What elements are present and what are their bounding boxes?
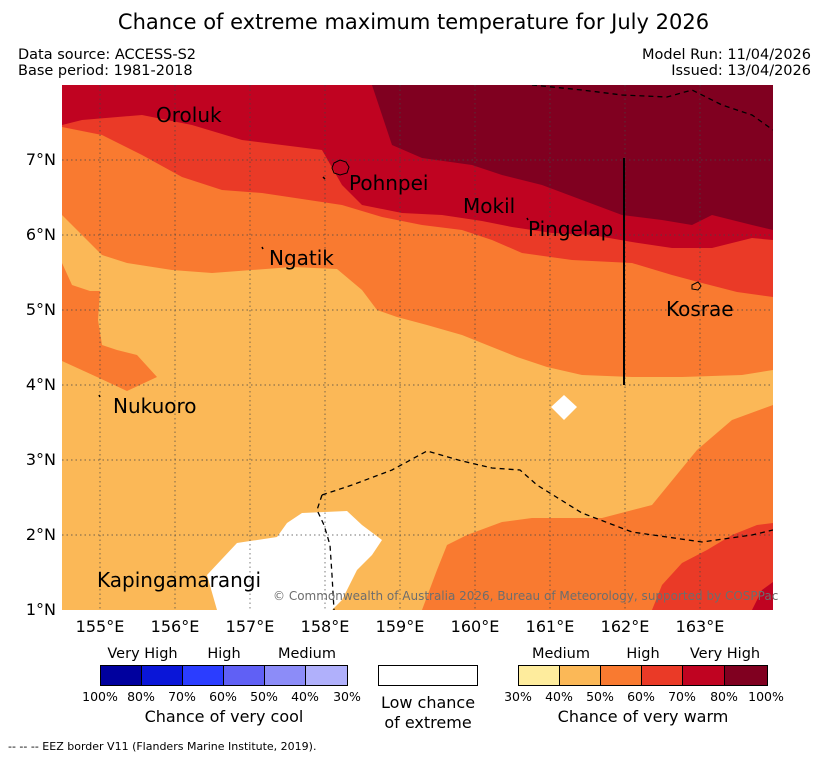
cool-legend-title: Chance of very cool — [144, 707, 304, 726]
lat-label-7n: 7°N — [25, 150, 56, 169]
eez-borders — [316, 85, 773, 610]
eez-footnote: -- -- -- EEZ border V11 (Flanders Marine… — [8, 740, 317, 753]
warm-tick-50: 50% — [586, 689, 614, 704]
cool-swatch-50 — [264, 665, 306, 686]
copyright-notice: © Commonwealth of Australia 2026, Bureau… — [273, 589, 779, 603]
warm-tick-100: 100% — [748, 689, 784, 704]
warm-category-medium: Medium — [532, 646, 590, 662]
label-kosrae: Kosrae — [666, 297, 734, 321]
cool-tick-50: 50% — [250, 689, 278, 704]
label-ngatik: Ngatik — [269, 246, 334, 270]
label-kapingamarangi: Kapingamarangi — [97, 568, 262, 592]
warm-swatch-80 — [724, 665, 768, 686]
lat-label-4n: 4°N — [25, 375, 56, 394]
warm-tick-40: 40% — [545, 689, 573, 704]
lat-label-5n: 5°N — [25, 300, 56, 319]
band-orange-se — [422, 405, 773, 610]
lon-label-155e: 155°E — [75, 617, 125, 636]
ngatik-marker — [261, 246, 264, 250]
cool-swatch-70 — [182, 665, 224, 686]
warm-swatch-60 — [641, 665, 683, 686]
warm-swatch-50 — [600, 665, 642, 686]
band-red-se — [652, 523, 773, 610]
label-nukuoro: Nukuoro — [113, 394, 197, 418]
ant-atoll-marker — [322, 176, 326, 180]
low-chance-line2: of extreme — [384, 713, 472, 732]
cool-tick-40: 40% — [291, 689, 319, 704]
cool-swatch-60 — [223, 665, 265, 686]
warm-swatch-40 — [559, 665, 601, 686]
warm-swatch-30 — [518, 665, 560, 686]
base-period: Base period: 1981-2018 — [18, 63, 193, 79]
warm-swatch-70 — [682, 665, 725, 686]
cool-category-very-high: Very High — [107, 646, 178, 662]
cool-tick-70: 70% — [168, 689, 196, 704]
band-maroon-100 — [372, 85, 773, 230]
lat-label-3n: 3°N — [25, 450, 56, 469]
meta-right: Model Run: 11/04/2026 Issued: 13/04/2026 — [642, 47, 811, 79]
cool-tick-30: 30% — [333, 689, 361, 704]
lon-label-163e: 163°E — [675, 617, 725, 636]
low-chance-patch-south — [207, 511, 382, 610]
low-chance-swatch — [378, 665, 478, 686]
cool-swatch-100 — [100, 665, 142, 686]
issued-date: Issued: 13/04/2026 — [671, 63, 811, 79]
cool-tick-60: 60% — [209, 689, 237, 704]
cool-tick-80: 80% — [127, 689, 155, 704]
lon-label-161e: 161°E — [525, 617, 575, 636]
warm-tick-30: 30% — [504, 689, 532, 704]
pingelap-marker — [526, 217, 529, 221]
kosrae-island — [691, 281, 702, 291]
low-chance-line1: Low chance — [380, 693, 476, 712]
lat-label-6n: 6°N — [25, 225, 56, 244]
meta-left: Data source: ACCESS-S2 Base period: 1981… — [18, 47, 196, 79]
label-pingelap: Pingelap — [528, 217, 614, 241]
cool-category-medium: Medium — [278, 646, 336, 662]
label-pohnpei: Pohnpei — [349, 171, 429, 195]
warm-tick-70: 70% — [668, 689, 696, 704]
pohnpei-island — [331, 159, 350, 176]
band-orange-west — [62, 263, 157, 391]
warm-category-high: High — [626, 646, 660, 662]
cool-tick-100: 100% — [82, 689, 118, 704]
band-darkred-se — [752, 582, 773, 610]
lon-label-160e: 160°E — [450, 617, 500, 636]
warm-legend-title: Chance of very warm — [557, 707, 729, 726]
warm-tick-80: 80% — [710, 689, 738, 704]
lat-label-2n: 2°N — [25, 525, 56, 544]
low-chance-label: Low chance of extreme — [363, 693, 493, 733]
forecast-map — [62, 85, 773, 610]
lon-label-156e: 156°E — [150, 617, 200, 636]
cool-category-high: High — [207, 646, 241, 662]
low-chance-diamond — [551, 395, 577, 420]
label-oroluk: Oroluk — [156, 103, 222, 127]
nukuoro-marker — [98, 394, 101, 398]
data-source: Data source: ACCESS-S2 — [18, 47, 197, 63]
label-mokil: Mokil — [463, 194, 516, 218]
warm-category-very-high: Very High — [689, 646, 761, 662]
gridlines — [62, 85, 773, 610]
lon-label-157e: 157°E — [225, 617, 275, 636]
lon-label-158e: 158°E — [300, 617, 350, 636]
map-title: Chance of extreme maximum temperature fo… — [117, 10, 710, 34]
lon-label-159e: 159°E — [375, 617, 425, 636]
lat-label-1n: 1°N — [25, 600, 56, 619]
cool-swatch-80 — [141, 665, 183, 686]
cool-swatch-40 — [305, 665, 348, 686]
model-run: Model Run: 11/04/2026 — [641, 47, 811, 63]
lon-label-162e: 162°E — [600, 617, 650, 636]
warm-tick-60: 60% — [627, 689, 655, 704]
